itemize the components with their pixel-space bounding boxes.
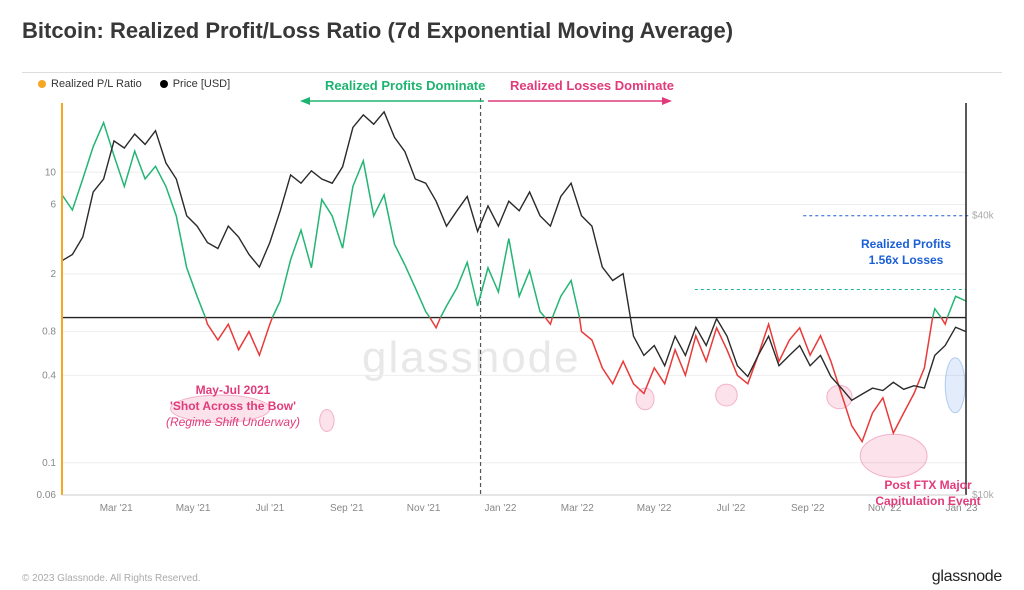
- annotation-profits-l1: Realized Profits: [836, 236, 976, 252]
- svg-text:Jul '22: Jul '22: [717, 503, 746, 514]
- svg-text:0.1: 0.1: [42, 458, 56, 469]
- svg-text:Mar '22: Mar '22: [561, 503, 594, 514]
- svg-text:Sep '21: Sep '21: [330, 503, 364, 514]
- svg-text:0.06: 0.06: [37, 490, 57, 501]
- legend-ratio-dot: [38, 80, 46, 88]
- svg-text:Jan '22: Jan '22: [484, 503, 516, 514]
- annotation-ftx: Post FTX Major Capitulation Event: [848, 477, 1008, 509]
- brand-logo: glassnode: [932, 568, 1002, 586]
- chart-svg: 0.060.10.40.82610$10k$40kMar '21May '21J…: [22, 73, 1002, 533]
- legend-price: Price [USD]: [160, 78, 230, 90]
- annotation-profits-l2: 1.56x Losses: [836, 252, 976, 268]
- footer-copyright: © 2023 Glassnode. All Rights Reserved.: [22, 573, 201, 584]
- svg-text:0.8: 0.8: [42, 327, 56, 338]
- svg-text:6: 6: [50, 200, 56, 211]
- chart-title: Bitcoin: Realized Profit/Loss Ratio (7d …: [0, 0, 1024, 52]
- svg-text:Sep '22: Sep '22: [791, 503, 825, 514]
- legend-ratio: Realized P/L Ratio: [38, 78, 142, 90]
- regime-losses-label: Realized Losses Dominate: [510, 78, 674, 93]
- svg-text:10: 10: [45, 167, 57, 178]
- svg-text:Jul '21: Jul '21: [256, 503, 285, 514]
- svg-text:$40k: $40k: [972, 211, 995, 222]
- legend-price-label: Price [USD]: [173, 78, 230, 90]
- annotation-shot-l1: May-Jul 2021: [143, 382, 323, 398]
- legend-price-dot: [160, 80, 168, 88]
- annotation-ftx-l2: Capitulation Event: [848, 493, 1008, 509]
- legend-ratio-label: Realized P/L Ratio: [51, 78, 142, 90]
- annotation-shot-l3: (Regime Shift Underway): [143, 414, 323, 430]
- regime-profits-label: Realized Profits Dominate: [325, 78, 485, 93]
- svg-text:0.4: 0.4: [42, 370, 56, 381]
- legend: Realized P/L Ratio Price [USD]: [38, 78, 230, 90]
- annotation-ftx-l1: Post FTX Major: [848, 477, 1008, 493]
- svg-text:May '22: May '22: [637, 503, 672, 514]
- svg-text:Mar '21: Mar '21: [100, 503, 133, 514]
- annotation-shot-l2: 'Shot Across the Bow': [143, 398, 323, 414]
- svg-text:2: 2: [50, 269, 56, 280]
- annotation-profits: Realized Profits 1.56x Losses: [836, 236, 976, 268]
- svg-text:Nov '21: Nov '21: [407, 503, 441, 514]
- losses-arrow: [486, 94, 836, 108]
- chart-container: glassnode 0.060.10.40.82610$10k$40kMar '…: [22, 72, 1002, 532]
- svg-text:May '21: May '21: [176, 503, 211, 514]
- annotation-shot: May-Jul 2021 'Shot Across the Bow' (Regi…: [143, 382, 323, 431]
